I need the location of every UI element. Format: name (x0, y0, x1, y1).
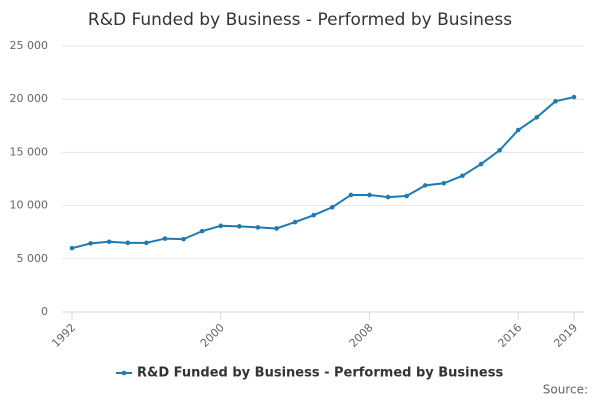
data-point (181, 236, 186, 242)
data-point (553, 99, 558, 104)
chart-title: R&D Funded by Business - Performed by Bu… (88, 10, 512, 30)
y-tick-label: 15 000 (10, 145, 49, 158)
data-point (106, 239, 112, 245)
data-point (255, 225, 261, 230)
data-point (385, 194, 391, 200)
data-point (292, 219, 298, 225)
x-tick-label: 2019 (551, 321, 580, 350)
series-line (71, 96, 575, 250)
data-point (274, 226, 279, 231)
data-point (367, 192, 372, 198)
data-point (478, 161, 484, 167)
y-tick-label: 5 000 (17, 252, 49, 265)
data-point (162, 236, 168, 241)
x-tick-label: 2008 (347, 321, 376, 350)
x-tick-label: 2016 (495, 321, 524, 350)
data-point (534, 114, 540, 120)
data-point (311, 212, 317, 218)
x-tick-label: 1992 (49, 321, 78, 350)
data-point (348, 192, 354, 198)
y-tick-label: 20 000 (10, 92, 49, 105)
y-tick-label: 25 000 (10, 39, 49, 52)
data-point (144, 240, 149, 246)
data-point (422, 183, 428, 188)
data-point (218, 223, 224, 229)
data-point (125, 240, 131, 246)
source: Source: (543, 383, 588, 397)
data-point (404, 193, 409, 199)
data-point (237, 224, 242, 229)
data-point (460, 173, 465, 179)
data-point (329, 204, 335, 210)
legend-label: R&D Funded by Business - Performed by Bu… (137, 366, 503, 381)
legend-marker (121, 370, 127, 376)
data-point (199, 228, 205, 234)
data-point (88, 241, 93, 246)
data-point (497, 147, 502, 153)
data-point (571, 94, 577, 100)
y-tick-label: 10 000 (10, 199, 49, 212)
data-point (441, 180, 447, 186)
data-point (515, 127, 521, 133)
x-tick-label: 2000 (198, 321, 227, 350)
data-point (69, 245, 75, 251)
y-tick-label: 0 (41, 305, 48, 318)
